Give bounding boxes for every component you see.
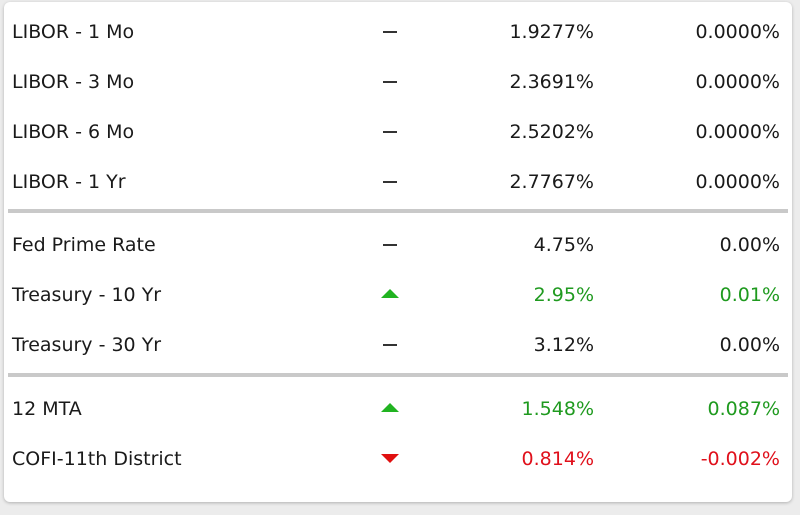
rate-name: LIBOR - 6 Mo bbox=[12, 121, 135, 143]
rate-value: 2.5202% bbox=[509, 121, 594, 143]
dash-icon bbox=[370, 220, 410, 270]
rate-name: Fed Prime Rate bbox=[12, 234, 156, 256]
rate-row-libor-3mo: LIBOR - 3 Mo 2.3691% 0.0000% bbox=[4, 57, 792, 107]
rate-value: 2.95% bbox=[533, 284, 594, 306]
rate-name: Treasury - 10 Yr bbox=[12, 284, 162, 306]
rate-change: 0.0000% bbox=[695, 171, 780, 193]
rate-change: 0.0000% bbox=[695, 71, 780, 93]
rate-name: LIBOR - 3 Mo bbox=[12, 71, 135, 93]
triangle-up-icon bbox=[370, 270, 410, 320]
rate-name: 12 MTA bbox=[12, 398, 82, 420]
rate-row-libor-1mo: LIBOR - 1 Mo 1.9277% 0.0000% bbox=[4, 7, 792, 57]
triangle-down-icon bbox=[370, 434, 410, 484]
dash-icon bbox=[370, 57, 410, 107]
rate-value: 1.548% bbox=[521, 398, 594, 420]
rate-name: LIBOR - 1 Yr bbox=[12, 171, 126, 193]
rate-name: COFI-11th District bbox=[12, 448, 182, 470]
rate-value: 2.3691% bbox=[509, 71, 594, 93]
rate-row-libor-6mo: LIBOR - 6 Mo 2.5202% 0.0000% bbox=[4, 107, 792, 157]
group-divider bbox=[8, 373, 788, 377]
rate-name: Treasury - 30 Yr bbox=[12, 334, 162, 356]
rate-value: 2.7767% bbox=[509, 171, 594, 193]
rate-row-treasury-30yr: Treasury - 30 Yr 3.12% 0.00% bbox=[4, 320, 792, 370]
rate-row-12-mta: 12 MTA 1.548% 0.087% bbox=[4, 384, 792, 434]
dash-icon bbox=[370, 320, 410, 370]
rate-row-fed-prime: Fed Prime Rate 4.75% 0.00% bbox=[4, 220, 792, 270]
dash-icon bbox=[370, 107, 410, 157]
rate-name: LIBOR - 1 Mo bbox=[12, 21, 135, 43]
rate-value: 1.9277% bbox=[509, 21, 594, 43]
rate-change: 0.0000% bbox=[695, 121, 780, 143]
rate-change: 0.00% bbox=[719, 334, 780, 356]
rate-value: 3.12% bbox=[533, 334, 594, 356]
rate-row-treasury-10yr: Treasury - 10 Yr 2.95% 0.01% bbox=[4, 270, 792, 320]
rate-value: 0.814% bbox=[521, 448, 594, 470]
rate-value: 4.75% bbox=[533, 234, 594, 256]
rate-change: 0.01% bbox=[719, 284, 780, 306]
rate-row-libor-1yr: LIBOR - 1 Yr 2.7767% 0.0000% bbox=[4, 157, 792, 207]
rates-panel: LIBOR - 1 Mo 1.9277% 0.0000% LIBOR - 3 M… bbox=[4, 2, 792, 502]
rate-change: 0.00% bbox=[719, 234, 780, 256]
dash-icon bbox=[370, 157, 410, 207]
group-divider bbox=[8, 209, 788, 213]
rate-change: 0.0000% bbox=[695, 21, 780, 43]
rate-change: -0.002% bbox=[700, 448, 780, 470]
rate-change: 0.087% bbox=[707, 398, 780, 420]
dash-icon bbox=[370, 7, 410, 57]
triangle-up-icon bbox=[370, 384, 410, 434]
rate-row-cofi-11th: COFI-11th District 0.814% -0.002% bbox=[4, 434, 792, 484]
